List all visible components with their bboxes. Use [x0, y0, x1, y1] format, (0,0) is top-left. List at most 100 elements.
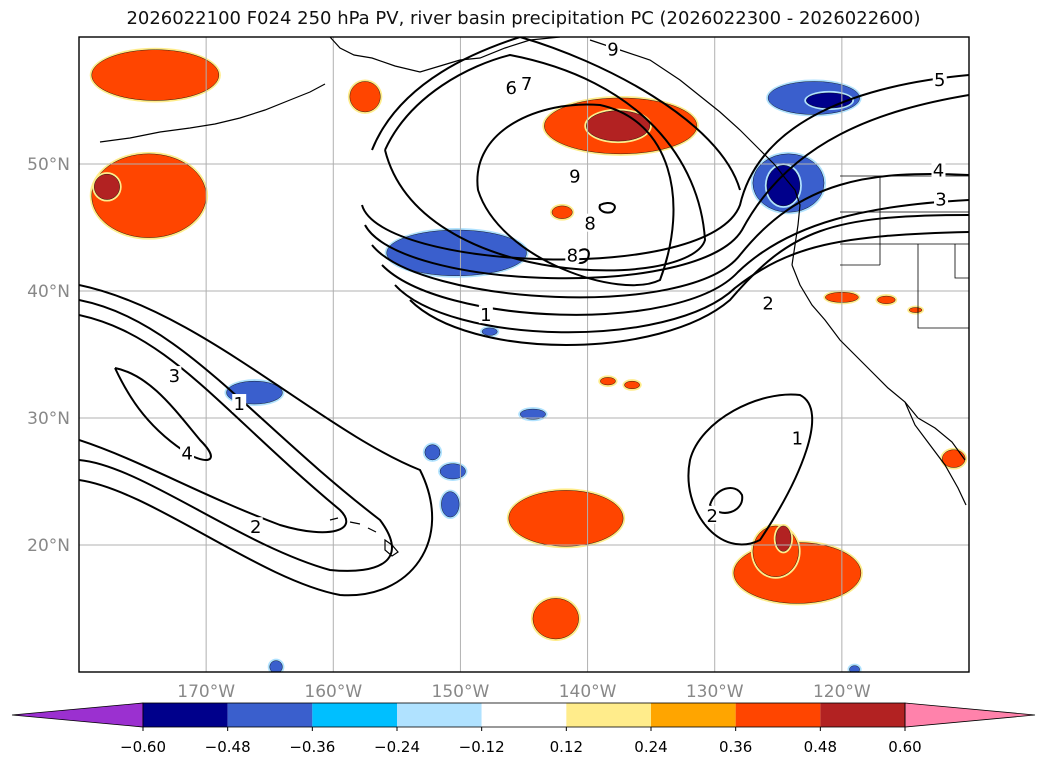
colorbar-extend-low	[11, 702, 144, 728]
contour-label: 3	[935, 190, 946, 211]
contour-label: 6	[506, 78, 517, 99]
contour-label-bg	[167, 366, 182, 385]
contour-label: 4	[933, 160, 944, 181]
pv-contour-14	[79, 314, 348, 534]
precip-blob-halo	[968, 520, 969, 526]
pv-contours	[79, 37, 969, 597]
precip-blob	[269, 660, 283, 672]
map-frame	[78, 36, 970, 673]
contour-label-bg	[565, 245, 580, 264]
precip-blob	[439, 463, 466, 480]
colorbar-tick-label: −0.24	[374, 738, 420, 756]
pv-contour-15	[114, 367, 212, 461]
colorbar-swatch	[481, 703, 567, 727]
colorbar-swatch	[820, 703, 905, 727]
contour-label: 8	[567, 245, 578, 266]
colorbar-tick-label: 0.36	[719, 738, 752, 756]
precip-blob	[624, 380, 640, 389]
contour-label-bg	[248, 517, 263, 536]
colorbar-swatch	[397, 703, 482, 727]
pv-contour-7	[371, 37, 741, 191]
contour-label-bg	[790, 428, 805, 447]
contour-label-bg	[931, 160, 946, 179]
precip-blob	[877, 295, 896, 304]
precip-blob	[349, 81, 381, 113]
contour-labels: 9 6 7 9 88 1 2 5 4 3 3 1 4 2 1 2	[167, 39, 949, 538]
pv-contour-9	[476, 103, 675, 287]
contour-label: 1	[233, 394, 244, 415]
precip-blob	[386, 229, 527, 276]
contour-label: 1	[792, 428, 803, 449]
map-title: 2026022100 F024 250 hPa PV, river basin …	[126, 8, 921, 29]
contour-label-bg	[705, 505, 720, 524]
longitude-tick-label: 120°W	[813, 682, 871, 702]
colorbar-tick-label: 0.48	[804, 738, 837, 756]
colorbar-tick-label: 0.12	[550, 738, 583, 756]
alaska-panhandle	[589, 39, 776, 166]
precip-blob	[775, 525, 792, 552]
border-layer	[840, 175, 969, 329]
colorbar-extend-high	[904, 702, 1036, 728]
precip-blob	[481, 327, 498, 336]
pv-contour-2	[394, 231, 969, 334]
bc-washington-coast	[774, 164, 801, 266]
hawaii-chain	[329, 517, 377, 533]
longitude-labels: 170°W 160°W 150°W 140°W 130°W 120°W	[177, 682, 871, 702]
longitude-tick-label: 170°W	[177, 682, 235, 702]
precip-blob	[849, 665, 860, 672]
colorbar-tick-label: 0.60	[888, 738, 921, 756]
contour-label-bg	[761, 293, 776, 312]
colorbar: −0.60 −0.48 −0.36 −0.24 −0.12 0.12 0.24 0.36 0.4…	[11, 702, 1036, 756]
precip-blob	[508, 490, 624, 547]
pv-contour-17	[708, 486, 744, 514]
pv-contour-1	[409, 214, 969, 346]
contour-label: 2	[706, 506, 717, 527]
pv-contour-16	[687, 393, 814, 546]
colorbar-tick-label: −0.36	[289, 738, 335, 756]
pv-contour-8	[384, 53, 707, 272]
latitude-tick-label: 50°N	[27, 155, 70, 175]
mexico-mainland-coast	[917, 417, 966, 461]
precip-blob	[551, 205, 573, 219]
contour-label: 8	[584, 214, 595, 235]
contour-label: 2	[250, 517, 261, 538]
precip-blob	[909, 307, 923, 313]
precip-blob	[942, 449, 966, 468]
contour-label: 7	[521, 74, 532, 95]
longitude-tick-label: 140°W	[559, 682, 617, 702]
colorbar-swatch	[566, 703, 651, 727]
pv-contour-6	[361, 74, 969, 261]
precip-blob	[519, 408, 546, 420]
colorbar-tick-label: −0.48	[205, 738, 251, 756]
colorbar-frame	[142, 702, 906, 728]
contour-label-bg	[583, 213, 598, 232]
longitude-tick-label: 130°W	[686, 682, 744, 702]
latitude-tick-label: 30°N	[27, 409, 70, 429]
contour-label-bg	[478, 305, 493, 324]
longitude-tick-label: 160°W	[304, 682, 362, 702]
pv-contour-12	[79, 284, 433, 597]
precip-blob	[766, 165, 801, 207]
latitude-tick-label: 20°N	[27, 536, 70, 556]
state-borders	[840, 176, 969, 329]
contour-label-bg	[934, 189, 949, 208]
contour-label: 4	[181, 444, 192, 465]
contour-label: 1	[480, 305, 491, 326]
pv-contour-3	[381, 199, 969, 316]
colorbar-tick-label: 0.24	[634, 738, 667, 756]
contour-label: 5	[934, 70, 945, 91]
contour-label-bg	[504, 77, 519, 96]
colorbar-swatch	[227, 703, 313, 727]
colorbar-swatch	[143, 703, 228, 727]
colorbar-tick-label: −0.60	[120, 738, 166, 756]
contour-label-bg	[606, 39, 620, 58]
california-coast	[791, 264, 919, 419]
pv-contour-13	[79, 299, 393, 572]
colorbar-swatch	[651, 703, 736, 727]
pv-contour-10	[598, 202, 616, 214]
graticule	[79, 37, 969, 672]
contour-label-bg	[180, 443, 195, 462]
pv-contour-4	[371, 172, 969, 299]
latitude-tick-label: 40°N	[27, 282, 70, 302]
